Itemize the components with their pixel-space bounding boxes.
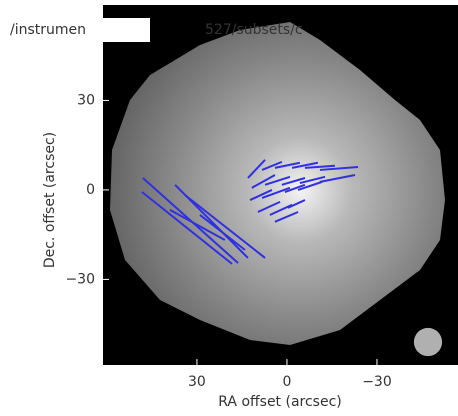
x-tick-label: 0 xyxy=(282,374,291,390)
polarization-vector xyxy=(281,177,306,186)
x-tick-label: 30 xyxy=(188,374,206,390)
y-tick-label: −30 xyxy=(65,271,95,287)
intensity-map xyxy=(110,22,445,345)
beam xyxy=(413,327,443,357)
polarization-vector xyxy=(251,174,276,189)
x-tick-label: −30 xyxy=(362,374,392,390)
polarization-vector xyxy=(319,174,356,183)
polarization-vector xyxy=(199,214,246,251)
polarization-vector xyxy=(169,209,226,241)
polarization-vector xyxy=(297,180,323,191)
title-bg xyxy=(0,18,150,42)
polarization-vector xyxy=(299,175,326,185)
polarization-vector xyxy=(184,194,266,259)
y-tick-label: 0 xyxy=(86,182,95,198)
polarization-vector xyxy=(261,160,283,171)
polarization-vector xyxy=(274,211,299,223)
polarization-vector xyxy=(257,200,281,213)
polarization-vector xyxy=(284,183,306,193)
y-axis-label: Dec. offset (arcsec) xyxy=(42,132,58,268)
y-tick-label: 30 xyxy=(77,92,95,108)
polarization-vector xyxy=(247,159,266,179)
polarization-vector xyxy=(274,161,301,169)
polarization-vector xyxy=(261,186,291,199)
polarization-vector xyxy=(141,191,233,265)
polarization-vector xyxy=(264,175,291,186)
polarization-vector xyxy=(249,189,273,201)
polarization-vector xyxy=(291,161,319,169)
x-axis-label: RA offset (arcsec) xyxy=(218,394,342,410)
title-part: 527/subsets/c xyxy=(205,22,303,38)
polarization-vector xyxy=(304,164,336,169)
polarization-vector xyxy=(319,165,359,171)
title-part: /instrumen xyxy=(10,22,86,38)
polarization-vector xyxy=(287,199,306,209)
